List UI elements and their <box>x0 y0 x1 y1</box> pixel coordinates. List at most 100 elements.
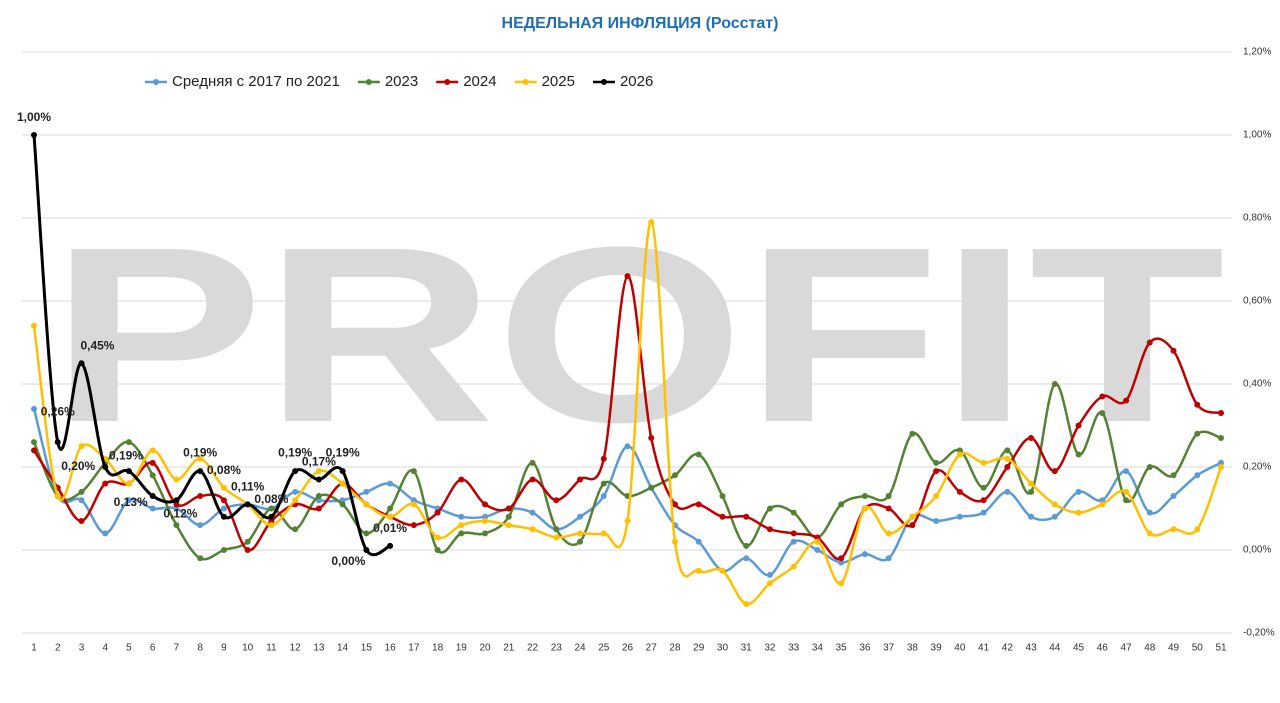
point <box>1004 488 1011 495</box>
point <box>1170 472 1177 479</box>
point <box>1004 447 1011 454</box>
point <box>339 468 346 475</box>
point <box>624 273 631 280</box>
point <box>648 219 655 226</box>
point <box>1075 488 1082 495</box>
point <box>78 488 85 495</box>
point <box>838 501 845 508</box>
point <box>1123 488 1130 495</box>
point <box>600 530 607 537</box>
point <box>220 513 227 520</box>
y-tick-label: 1,00% <box>1243 130 1271 141</box>
point <box>315 468 322 475</box>
point <box>553 497 560 504</box>
legend-marker <box>522 79 529 85</box>
point <box>173 476 180 483</box>
point <box>1004 455 1011 462</box>
point <box>363 530 370 537</box>
point <box>363 488 370 495</box>
point <box>102 464 109 470</box>
point <box>909 522 916 529</box>
point <box>125 497 132 504</box>
point <box>31 322 37 329</box>
y-tick-label: 1,20% <box>1243 47 1271 58</box>
x-tick-label: 17 <box>408 643 420 654</box>
point <box>197 468 204 475</box>
point <box>766 580 773 587</box>
x-tick-label: 28 <box>669 643 681 654</box>
point <box>671 538 678 545</box>
point <box>197 493 204 500</box>
legend-item: 2023 <box>357 73 418 90</box>
point <box>624 443 631 450</box>
point <box>695 501 702 508</box>
point <box>909 513 916 520</box>
x-tick-label: 5 <box>126 643 132 654</box>
point <box>600 493 607 500</box>
data-label: 0,17% <box>302 455 336 469</box>
point <box>885 505 892 512</box>
point <box>78 497 85 504</box>
data-label: 1,00% <box>17 110 51 124</box>
point <box>980 509 987 516</box>
x-tick-label: 9 <box>221 643 227 654</box>
data-label: 0,01% <box>373 521 407 535</box>
x-tick-label: 13 <box>313 643 325 654</box>
point <box>387 513 394 520</box>
point <box>339 501 346 508</box>
point <box>434 534 441 541</box>
legend-item: 2025 <box>514 73 575 90</box>
x-tick-label: 46 <box>1097 643 1109 654</box>
point <box>956 488 963 495</box>
point <box>1028 434 1035 441</box>
point <box>1051 468 1058 475</box>
point <box>695 451 702 458</box>
chart-title: НЕДЕЛЬНАЯ ИНФЛЯЦИЯ (Росстат) <box>502 15 779 32</box>
data-label: 0,19% <box>183 445 217 459</box>
x-tick-label: 4 <box>102 643 108 654</box>
point <box>1028 480 1035 487</box>
x-tick-label: 12 <box>290 643 302 654</box>
x-tick-label: 1 <box>31 643 37 654</box>
x-tick-label: 16 <box>385 643 397 654</box>
point <box>1170 526 1177 533</box>
point <box>458 476 465 483</box>
point <box>244 547 251 553</box>
point <box>505 513 512 520</box>
point <box>78 360 85 367</box>
x-tick-label: 6 <box>150 643 156 654</box>
point <box>102 480 109 487</box>
point <box>220 497 227 504</box>
x-tick-label: 35 <box>836 643 848 654</box>
point <box>387 542 394 549</box>
legend-item: 2026 <box>592 73 653 90</box>
x-tick-label: 47 <box>1120 643 1132 654</box>
point <box>505 522 512 529</box>
point <box>838 555 845 562</box>
x-tick-label: 42 <box>1002 643 1014 654</box>
point <box>458 513 465 520</box>
point <box>933 493 940 500</box>
x-tick-label: 45 <box>1073 643 1085 654</box>
y-tick-label: 0,80% <box>1243 213 1271 224</box>
point <box>814 538 821 545</box>
point <box>671 472 678 479</box>
point <box>220 484 227 491</box>
point <box>1075 451 1082 458</box>
x-tick-label: 21 <box>503 643 515 654</box>
point <box>1218 434 1224 441</box>
x-tick-label: 30 <box>717 643 729 654</box>
x-tick-label: 22 <box>527 643 539 654</box>
point <box>1146 464 1153 470</box>
point <box>1123 497 1130 504</box>
point <box>956 447 963 454</box>
point <box>577 513 584 520</box>
point <box>1051 381 1058 387</box>
data-label: 0,19% <box>109 448 143 462</box>
point <box>885 493 892 500</box>
x-tick-label: 3 <box>79 643 85 654</box>
point <box>600 480 607 487</box>
point <box>1051 501 1058 508</box>
point <box>1194 430 1201 437</box>
